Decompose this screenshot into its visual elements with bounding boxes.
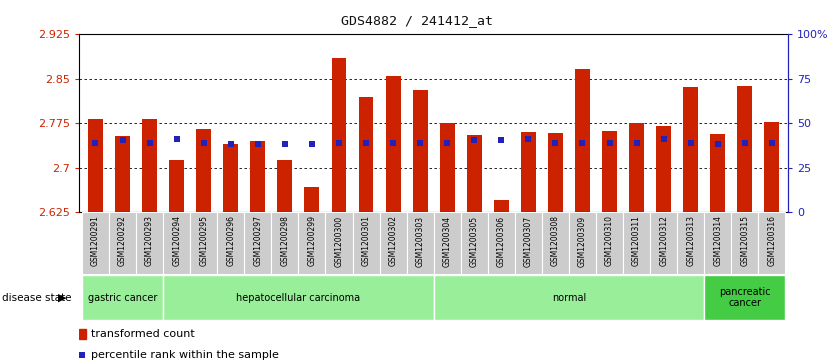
FancyBboxPatch shape [325,212,353,274]
FancyBboxPatch shape [136,212,163,274]
Text: GSM1200291: GSM1200291 [91,216,100,266]
Bar [224,144,239,212]
FancyBboxPatch shape [271,212,299,274]
Text: GSM1200294: GSM1200294 [172,216,181,266]
Bar [711,134,726,212]
FancyBboxPatch shape [163,275,434,320]
Bar [142,119,157,212]
Text: GSM1200293: GSM1200293 [145,216,154,266]
Text: pancreatic
cancer: pancreatic cancer [719,287,771,309]
Text: GSM1200309: GSM1200309 [578,216,587,266]
Bar [737,86,752,212]
Bar [79,329,86,339]
FancyBboxPatch shape [190,212,217,274]
FancyBboxPatch shape [353,212,379,274]
Text: GSM1200301: GSM1200301 [361,216,370,266]
FancyBboxPatch shape [299,212,325,274]
Bar [278,160,292,212]
FancyBboxPatch shape [731,212,758,274]
FancyBboxPatch shape [623,212,651,274]
FancyBboxPatch shape [109,212,136,274]
FancyBboxPatch shape [515,212,542,274]
Bar [629,123,644,212]
Text: GSM1200297: GSM1200297 [254,216,263,266]
Text: GSM1200302: GSM1200302 [389,216,398,266]
Text: transformed count: transformed count [91,329,194,339]
FancyBboxPatch shape [704,212,731,274]
Bar [115,136,130,212]
Bar [494,200,509,212]
Bar [765,122,779,212]
FancyBboxPatch shape [82,212,109,274]
Bar [304,187,319,212]
Bar [602,131,617,212]
Bar [413,90,428,212]
Text: GSM1200316: GSM1200316 [767,216,776,266]
Text: ▶: ▶ [58,293,67,303]
FancyBboxPatch shape [163,212,190,274]
Text: GSM1200315: GSM1200315 [741,216,749,266]
Text: normal: normal [552,293,586,303]
Bar [521,132,535,212]
FancyBboxPatch shape [677,212,704,274]
Text: GSM1200298: GSM1200298 [280,216,289,266]
Text: disease state: disease state [2,293,71,303]
FancyBboxPatch shape [434,275,704,320]
Text: percentile rank within the sample: percentile rank within the sample [91,350,279,360]
Text: gastric cancer: gastric cancer [88,293,158,303]
FancyBboxPatch shape [434,212,460,274]
Bar [196,129,211,212]
Text: GSM1200300: GSM1200300 [334,216,344,266]
Text: GSM1200292: GSM1200292 [118,216,127,266]
Text: GSM1200308: GSM1200308 [551,216,560,266]
Bar [575,69,590,212]
FancyBboxPatch shape [244,212,271,274]
FancyBboxPatch shape [82,275,163,320]
Text: GSM1200304: GSM1200304 [443,216,452,266]
Bar [169,160,184,212]
Bar [467,135,482,212]
Text: GSM1200310: GSM1200310 [605,216,614,266]
FancyBboxPatch shape [569,212,596,274]
Bar [656,126,671,212]
FancyBboxPatch shape [758,212,786,274]
Bar [440,123,455,212]
Bar [359,97,374,212]
Text: GSM1200314: GSM1200314 [713,216,722,266]
Bar [250,141,265,212]
Bar [88,119,103,212]
FancyBboxPatch shape [460,212,488,274]
Text: GDS4882 / 241412_at: GDS4882 / 241412_at [341,15,493,28]
Text: GSM1200305: GSM1200305 [470,216,479,266]
Text: GSM1200306: GSM1200306 [497,216,506,266]
Text: GSM1200299: GSM1200299 [308,216,316,266]
Text: hepatocellular carcinoma: hepatocellular carcinoma [236,293,360,303]
Bar [683,87,698,212]
Text: GSM1200313: GSM1200313 [686,216,696,266]
FancyBboxPatch shape [217,212,244,274]
Bar [385,76,400,212]
Text: GSM1200296: GSM1200296 [226,216,235,266]
Text: GSM1200311: GSM1200311 [632,216,641,266]
FancyBboxPatch shape [407,212,434,274]
Text: GSM1200303: GSM1200303 [415,216,425,266]
Text: GSM1200312: GSM1200312 [659,216,668,266]
FancyBboxPatch shape [704,275,786,320]
FancyBboxPatch shape [488,212,515,274]
FancyBboxPatch shape [651,212,677,274]
FancyBboxPatch shape [596,212,623,274]
FancyBboxPatch shape [379,212,407,274]
Bar [548,134,563,212]
Text: GSM1200307: GSM1200307 [524,216,533,266]
FancyBboxPatch shape [542,212,569,274]
Bar [332,58,346,212]
Text: GSM1200295: GSM1200295 [199,216,208,266]
